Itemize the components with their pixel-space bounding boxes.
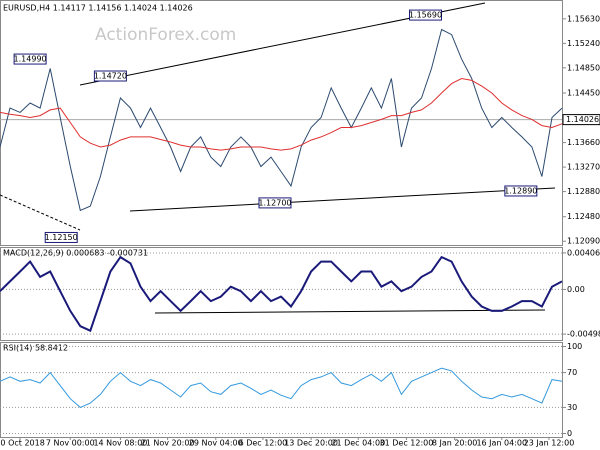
series-line bbox=[0, 255, 563, 333]
x-tick-label: 29 Nov 04:00 bbox=[189, 439, 243, 448]
price-annotation-box bbox=[258, 197, 292, 209]
last-price-box bbox=[562, 114, 600, 126]
y-tick-label: 1.15240 bbox=[567, 39, 600, 48]
y-tick-label: 70 bbox=[567, 368, 577, 377]
x-tick-label: 16 Jan 04:00 bbox=[476, 439, 527, 448]
x-tick-label: 13 Dec 20:00 bbox=[284, 439, 338, 448]
y-tick-label: 1.15630 bbox=[567, 14, 600, 23]
y-tick-label: 0.004069 bbox=[567, 248, 600, 257]
y-tick-label: 0.00 bbox=[567, 285, 585, 294]
chart-title: EURUSD,H4 1.14117 1.14156 1.14024 1.1402… bbox=[3, 4, 193, 13]
price-annotation: 1.14720 bbox=[94, 72, 127, 81]
y-tick-label: 1.13660 bbox=[567, 138, 600, 147]
price-annotation: 1.12700 bbox=[258, 198, 291, 207]
y-tick-label: 30 bbox=[567, 403, 577, 412]
watermark: ActionForex.com bbox=[95, 25, 236, 45]
price-annotation: 1.15690 bbox=[409, 11, 442, 20]
x-tick-label: 23 Jan 12:00 bbox=[524, 439, 575, 448]
x-tick-label: 21 Nov 20:00 bbox=[141, 439, 195, 448]
y-tick-label: 1.13270 bbox=[567, 163, 600, 172]
price-annotation: 1.14990 bbox=[14, 55, 47, 64]
series-line bbox=[0, 28, 563, 212]
y-tick-label: 0 bbox=[567, 429, 572, 438]
x-tick-label: 8 Jan 20:00 bbox=[432, 439, 478, 448]
macd-panel bbox=[0, 247, 563, 341]
y-tick-label: 1.12090 bbox=[567, 237, 600, 246]
y-tick-label: 1.12480 bbox=[567, 212, 600, 221]
y-tick-label: -0.004981 bbox=[567, 330, 600, 339]
x-tick-label: 14 Nov 08:00 bbox=[93, 439, 147, 448]
trend-line bbox=[154, 309, 546, 314]
last-price-label: 1.14026 bbox=[566, 115, 599, 124]
price-annotation: 1.12890 bbox=[504, 186, 537, 195]
x-tick-label: 7 Nov 00:00 bbox=[46, 439, 95, 448]
y-tick-label: 1.14450 bbox=[567, 88, 600, 97]
price-annotation-box bbox=[93, 70, 127, 82]
trend-line bbox=[129, 187, 556, 212]
price-annotation: 1.12150 bbox=[45, 233, 78, 242]
trend-line bbox=[0, 194, 81, 231]
y-tick-label: 1.14850 bbox=[567, 63, 600, 72]
price-annotation-box bbox=[44, 231, 78, 243]
x-tick-label: 30 Oct 2018 bbox=[0, 439, 45, 448]
rsi-title: RSI(14) 58.8412 bbox=[3, 344, 68, 353]
rsi-panel bbox=[0, 342, 563, 438]
x-tick-label: 31 Dec 12:00 bbox=[380, 439, 434, 448]
price-annotation-box bbox=[504, 185, 538, 197]
x-tick-label: 6 Dec 12:00 bbox=[239, 439, 288, 448]
x-tick-label: 21 Dec 04:00 bbox=[331, 439, 385, 448]
series-line bbox=[0, 367, 563, 408]
price-annotation-box bbox=[13, 53, 47, 65]
price-annotation-box bbox=[409, 9, 443, 21]
series-line bbox=[0, 77, 563, 151]
y-tick-label: 1.12880 bbox=[567, 187, 600, 196]
y-tick-label: 100 bbox=[567, 342, 582, 351]
